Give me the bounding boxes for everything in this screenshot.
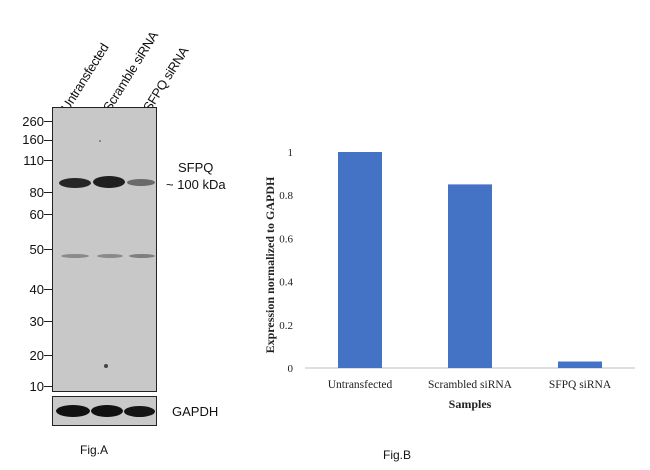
- fig-b-caption: Fig.B: [383, 448, 412, 462]
- gapdh-label: GAPDH: [172, 404, 219, 419]
- marker-tick: [44, 386, 52, 387]
- marker-tick: [44, 214, 52, 215]
- y-tick-label-4: 0.8: [279, 190, 293, 202]
- y-tick-label-3: 0.6: [279, 233, 293, 245]
- faint-band-lane-3: [129, 254, 155, 258]
- sfpq-size-label: ~ 100 kDa: [166, 177, 226, 192]
- marker-10: 10: [29, 379, 44, 394]
- y-tick-label-5: 1: [288, 147, 294, 159]
- spot: [104, 364, 108, 368]
- bar-2: [558, 361, 602, 368]
- faint-band-lane-1: [61, 254, 89, 258]
- y-tick-label-0: 0: [288, 363, 294, 375]
- blot-membrane: [52, 107, 157, 392]
- gapdh-band-lane-2: [91, 405, 123, 417]
- marker-50: 50: [29, 242, 44, 257]
- gapdh-band-lane-3: [124, 406, 155, 417]
- marker-40: 40: [29, 282, 44, 297]
- x-axis-title: Samples: [449, 397, 492, 411]
- sfpq-target-label: SFPQ: [178, 160, 214, 175]
- gapdh-band-lane-1: [56, 405, 90, 417]
- sfpq-band-lane-2: [93, 176, 125, 188]
- y-axis-title: Expression normalized to GAPDH: [263, 176, 277, 353]
- marker-tick: [44, 249, 52, 250]
- bar-0: [338, 152, 382, 368]
- marker-20: 20: [29, 348, 44, 363]
- marker-tick: [44, 355, 52, 356]
- marker-30: 30: [29, 314, 44, 329]
- spot: [99, 140, 101, 142]
- marker-tick: [44, 289, 52, 290]
- marker-tick: [44, 192, 52, 193]
- y-tick-label-1: 0.2: [279, 320, 293, 332]
- marker-80: 80: [29, 185, 44, 200]
- x-tick-label-0: Untransfected: [328, 379, 393, 391]
- marker-160: 160: [22, 132, 44, 147]
- marker-110: 110: [23, 153, 44, 168]
- bar-1: [448, 184, 492, 368]
- marker-tick: [44, 140, 52, 141]
- marker-60: 60: [29, 207, 44, 222]
- sfpq-band-lane-1: [59, 178, 91, 188]
- fig-a-caption: Fig.A: [80, 443, 109, 457]
- sfpq-band-lane-3: [127, 179, 155, 186]
- marker-tick: [44, 121, 52, 122]
- faint-band-lane-2: [97, 254, 123, 258]
- marker-tick: [44, 160, 52, 161]
- gapdh-blot-membrane: [52, 396, 157, 426]
- marker-260: 260: [22, 114, 44, 129]
- marker-tick: [44, 321, 52, 322]
- bar-chart: 0 0.2 0.4 0.6 0.8 1 Untransfected Scrambled siR…: [263, 147, 635, 411]
- x-tick-label-1: Scrambled siRNA: [428, 379, 513, 391]
- y-tick-label-2: 0.4: [279, 277, 293, 289]
- x-tick-label-2: SFPQ siRNA: [549, 379, 612, 391]
